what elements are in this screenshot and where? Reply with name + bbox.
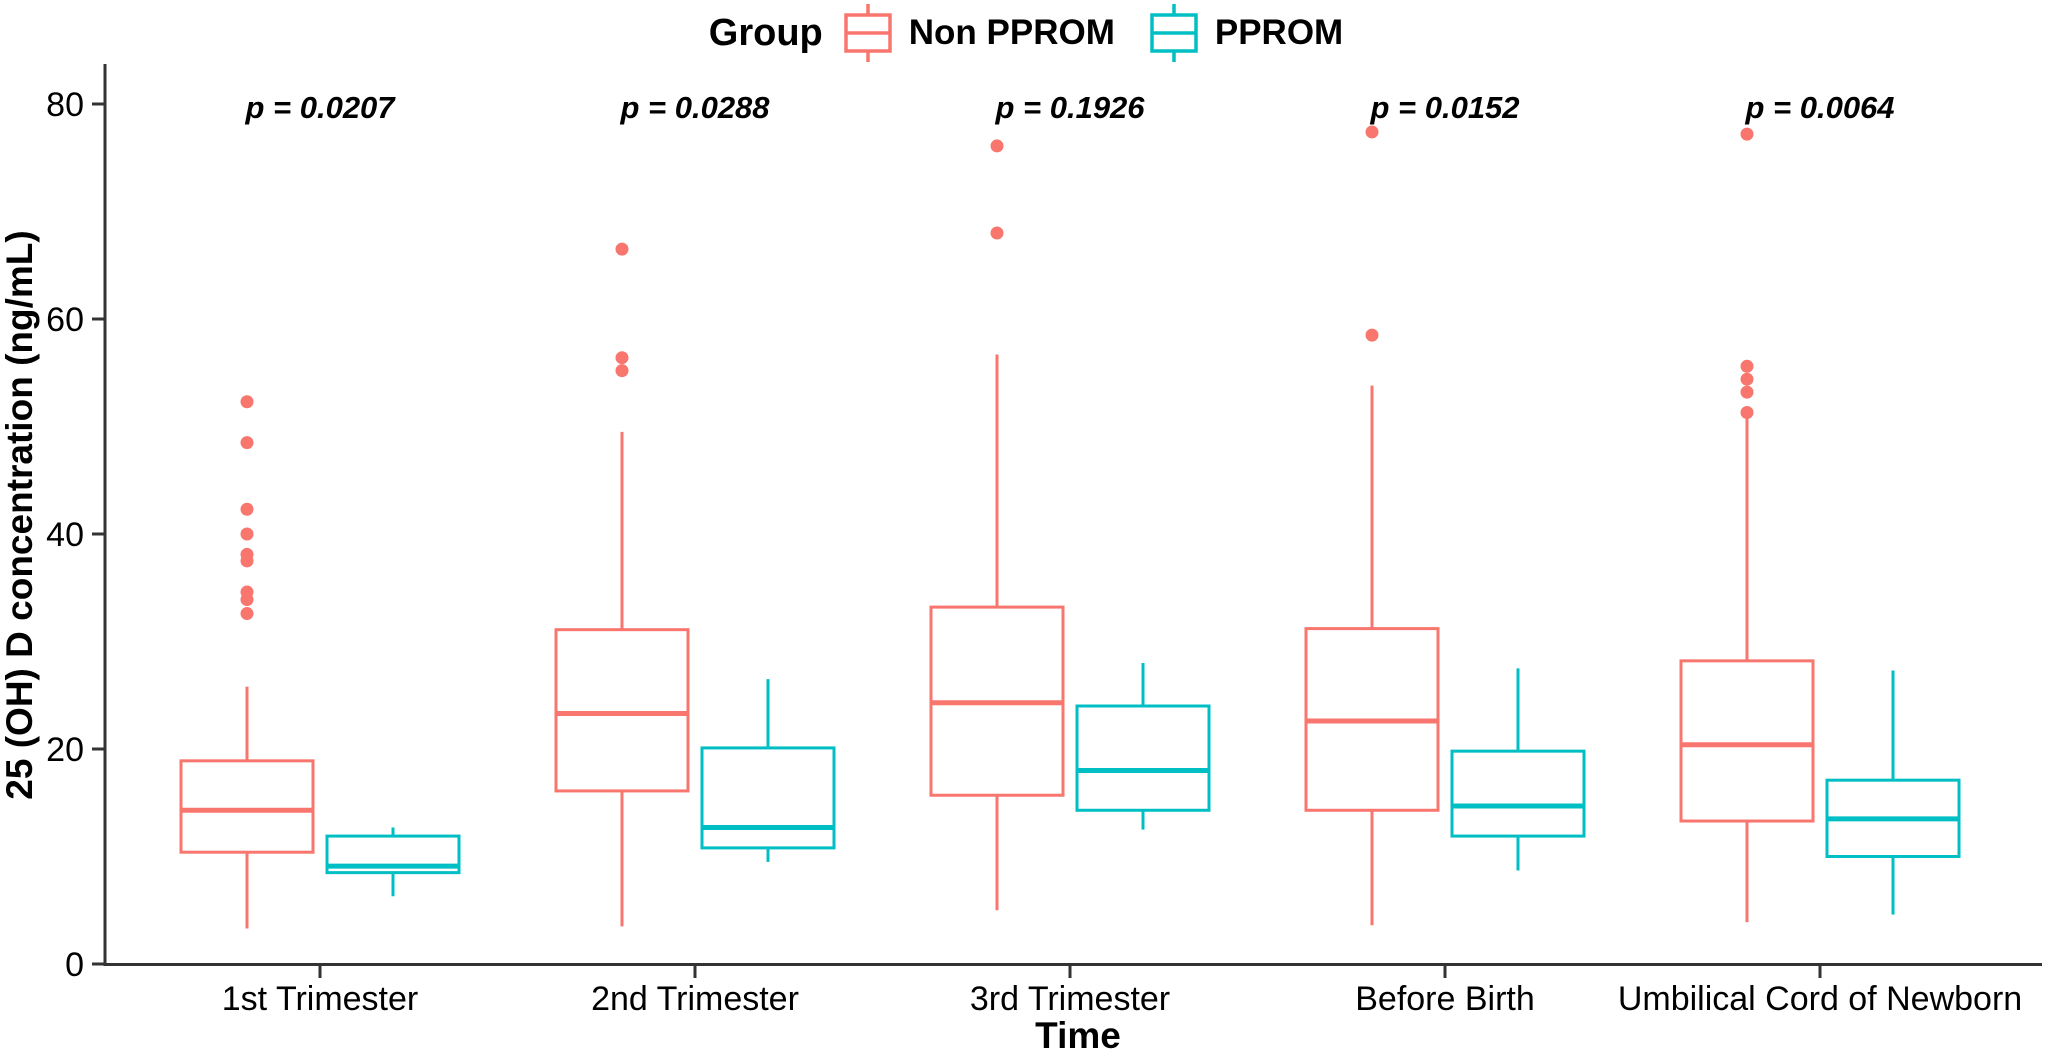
iqr-box [554,628,690,793]
iqr-box [700,746,836,850]
boxplot-pprom [1825,670,1961,915]
boxplot-non-pprom [1304,125,1440,926]
legend: Group Non PPROM PPROM [0,2,2052,64]
p-value-label: p = 0.0288 [619,90,770,125]
boxplot-pprom [1450,668,1586,871]
y-tick-label: 80 [46,86,84,124]
outlier-dot [240,527,254,541]
outlier-dot [1740,372,1754,386]
p-value-label: p = 0.0152 [1369,90,1519,125]
outlier-dot [1365,328,1379,342]
boxplot-pprom [700,679,836,862]
outlier-dot [615,364,629,378]
y-axis-title: 25 (OH) D concentration (ng/mL) [0,230,40,799]
boxplot-pprom [1075,663,1211,830]
boxplot-non-pprom [1679,127,1815,923]
y-tick-label: 40 [46,516,84,554]
x-tick-label: 1st Trimester [222,980,418,1018]
outlier-dot [240,585,254,599]
p-value-label: p = 0.1926 [994,90,1145,125]
boxplot-key-icon [1147,2,1201,64]
legend-title: Group [708,11,823,54]
boxplot-key-icon [841,2,895,64]
y-tick-label: 20 [46,731,84,769]
legend-item-non-pprom: Non PPROM [841,2,1115,64]
iqr-box [1075,704,1211,812]
outlier-dot [1740,127,1754,141]
outlier-dot [1365,125,1379,139]
iqr-box [179,759,315,854]
outlier-dot [240,502,254,516]
y-tick-label: 60 [46,301,84,339]
p-value-label: p = 0.0207 [244,90,396,125]
boxplot-pprom [325,827,461,897]
boxplot-non-pprom [554,242,690,927]
outlier-dot [1740,385,1754,399]
boxplot-non-pprom [179,395,315,929]
outlier-dot [240,547,254,561]
x-tick-label: 2nd Trimester [591,980,799,1018]
outlier-dot [240,395,254,409]
outlier-dot [615,242,629,256]
legend-label-pprom: PPROM [1214,13,1344,52]
x-tick-label: Before Birth [1355,980,1535,1018]
outlier-dot [990,139,1004,153]
iqr-box [1679,659,1815,823]
outlier-dot [240,607,254,621]
boxplot-non-pprom [929,139,1065,911]
outlier-dot [240,436,254,450]
outlier-dot [990,226,1004,240]
x-tick-label: 3rd Trimester [970,980,1170,1018]
p-value-label: p = 0.0064 [1744,90,1894,125]
legend-item-pprom: PPROM [1147,2,1343,64]
y-tick-label: 0 [65,946,84,984]
x-axis-title: Time [1035,1015,1121,1056]
outlier-dot [1740,406,1754,420]
outlier-dot [1740,359,1754,373]
x-tick-label: Umbilical Cord of Newborn [1618,980,2022,1018]
iqr-box [1450,749,1586,838]
legend-label-non-pprom: Non PPROM [908,13,1115,52]
outlier-dot [615,351,629,365]
